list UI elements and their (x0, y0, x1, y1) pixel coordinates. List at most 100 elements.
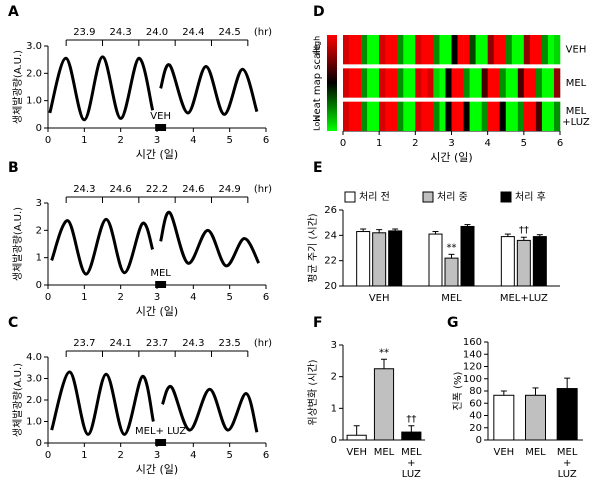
heatmap-cell (415, 101, 422, 131)
period-label: 24.9 (219, 184, 241, 195)
x-tick-label: 3 (154, 135, 160, 146)
bar (356, 231, 371, 287)
heatmap-cell (493, 35, 501, 65)
x-axis-label: 시간 (일) (136, 462, 178, 476)
heatmap-cell (481, 68, 488, 98)
heatmap-scale (327, 35, 337, 131)
x-tick-label: LUZ (558, 469, 577, 480)
bar (493, 394, 515, 441)
heatmap-cell (433, 35, 440, 65)
heatmap-cell (409, 101, 416, 131)
y-tick-label: 3.0 (26, 374, 42, 385)
period-label: 23.7 (73, 338, 95, 349)
heatmap-cell (433, 68, 440, 98)
heatmap-cell (349, 101, 356, 131)
heatmap-cell (355, 35, 362, 65)
x-tick-label: 2 (117, 450, 123, 461)
period-label: 24.3 (110, 27, 132, 38)
heatmap-cell (463, 35, 470, 65)
treatment-bar (155, 439, 167, 446)
heatmap-cell (541, 101, 549, 131)
y-tick-label: 2 (331, 372, 337, 383)
row-label: MEL (566, 106, 587, 117)
bar (532, 236, 547, 287)
treatment-label: VEH (150, 111, 171, 122)
treatment-bar (155, 124, 167, 131)
heatmap-cell (535, 68, 543, 98)
heatmap-cell (439, 101, 446, 131)
heatmap-cell (487, 101, 494, 131)
significance-label: †† (406, 414, 416, 425)
x-tick-label: MEL (401, 447, 422, 458)
heatmap-cell (355, 68, 362, 98)
heatmap-cell (505, 101, 513, 131)
heatmap-cell (391, 35, 398, 65)
heatmap-cell (367, 101, 374, 131)
y-tick-label: 3.0 (26, 41, 42, 52)
x-tick-label: 4 (190, 450, 196, 461)
x-tick-label: MEL (525, 447, 546, 458)
heatmap-cell (523, 68, 531, 98)
x-tick-label: 6 (263, 292, 269, 303)
x-tick-label: 4 (484, 138, 490, 149)
heatmap-cell (553, 101, 561, 131)
x-tick-label: VEH (369, 293, 390, 304)
x-tick-label: LUZ (402, 469, 421, 480)
panel-letter: G (447, 315, 459, 331)
scale-label: Heat map scale (312, 44, 323, 122)
y-axis-label: 위상변화 (시간) (306, 359, 319, 425)
heatmap-cell (469, 101, 476, 131)
heatmap-cell (409, 68, 416, 98)
heatmap-cell (421, 35, 428, 65)
heatmap-cell (445, 68, 452, 98)
bar (444, 257, 459, 287)
heatmap-cell (373, 35, 380, 65)
heatmap-cell (553, 68, 561, 98)
heatmap-cell (463, 101, 470, 131)
panel-letter: E (313, 160, 323, 176)
y-tick-label: 0 (36, 438, 42, 449)
row-label: VEH (566, 45, 587, 56)
y-tick-label: 1 (36, 253, 42, 264)
y-tick-label: 1 (331, 403, 337, 414)
y-axis-label: 생체발광량(A.U.) (12, 50, 24, 124)
y-tick-label: 20 (324, 281, 337, 292)
heatmap-cell (391, 101, 398, 131)
period-label: 24.4 (182, 27, 204, 38)
y-tick-label: 60 (469, 398, 482, 409)
panel-letter: C (8, 315, 18, 331)
legend-swatch (422, 191, 434, 203)
bar (525, 394, 546, 441)
y-tick-label: 0 (331, 435, 337, 446)
y-axis-label: 평균 주기 (시간) (307, 213, 319, 282)
heatmap-cell (397, 35, 404, 65)
x-tick-label: 3 (448, 138, 454, 149)
heatmap-cell (379, 35, 386, 65)
y-tick-label: 26 (324, 205, 337, 216)
x-tick-label: VEH (493, 447, 514, 458)
x-tick-label: 5 (521, 138, 527, 149)
heatmap-cell (379, 101, 386, 131)
period-label: 23.9 (73, 27, 95, 38)
heatmap-cell (469, 68, 476, 98)
line-series (48, 55, 259, 122)
heatmap-cell (361, 101, 368, 131)
bar (500, 236, 515, 287)
bar (388, 230, 403, 287)
heatmap-cell (475, 101, 482, 131)
bar (401, 431, 422, 441)
row-label: +LUZ (562, 117, 590, 128)
y-tick-label: 0 (36, 280, 42, 291)
period-label: 24.1 (110, 338, 132, 349)
heatmap-cell (511, 35, 519, 65)
heatmap-cell (517, 68, 525, 98)
period-unit: (hr) (254, 184, 272, 195)
period-label: 23.7 (146, 338, 168, 349)
period-label: 24.3 (182, 338, 204, 349)
heatmap-cell (427, 68, 434, 98)
heatmap-cell (379, 68, 386, 98)
bar (428, 233, 443, 287)
period-label: 24.0 (146, 27, 168, 38)
heatmap-cell (427, 101, 434, 131)
y-tick-label: 0 (36, 123, 42, 134)
